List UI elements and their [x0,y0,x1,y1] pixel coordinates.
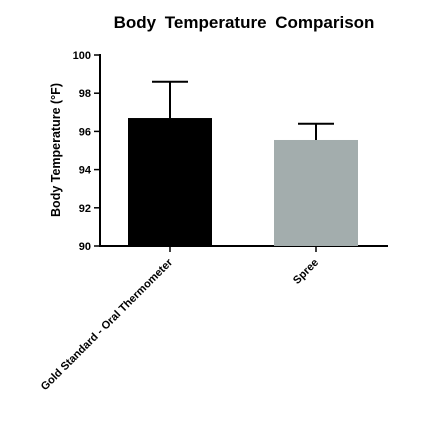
y-tick-label: 100 [73,50,91,62]
bar [274,139,358,246]
bar [128,118,212,246]
y-tick-label: 92 [79,203,91,215]
x-tick-label: Gold Standard - Oral Thermometer [39,256,176,393]
chart-title: Body Temperature Comparison [114,13,375,32]
plot-area: 90 92 94 96 98 100 Gold Standard - Oral Thermo… [39,50,388,393]
y-tick-label: 94 [79,165,92,177]
y-tick-label: 90 [79,241,91,253]
y-tick-label: 96 [79,126,91,138]
y-tick-label: 98 [79,88,91,100]
x-tick-label: Spree [291,257,321,287]
y-axis-label: Body Temperature (°F) [49,83,63,217]
